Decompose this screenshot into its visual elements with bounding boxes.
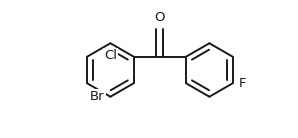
- Text: O: O: [155, 11, 165, 24]
- Text: Cl: Cl: [104, 49, 117, 62]
- Text: Br: Br: [90, 90, 105, 103]
- Text: F: F: [238, 77, 246, 90]
